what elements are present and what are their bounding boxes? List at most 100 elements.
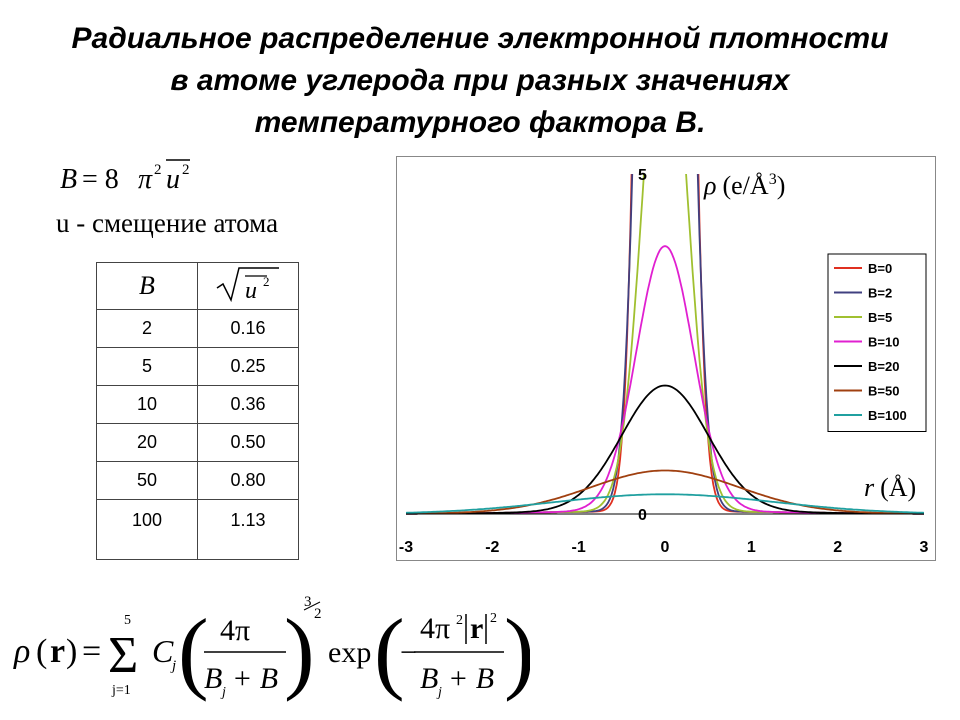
y-axis-label-close: )	[777, 171, 786, 200]
table-cell-u: 0.36	[197, 385, 299, 424]
formula-abs-sq: 2	[490, 611, 497, 626]
table-cell-b: 20	[96, 423, 198, 462]
table-row: 5 0.25	[96, 347, 299, 386]
table-cell-u: 0.50	[197, 423, 299, 462]
svg-text:u: u	[245, 278, 257, 304]
legend-entry: B=50	[868, 384, 899, 399]
legend-entry: B=10	[868, 335, 899, 350]
displacement-table: B u 2 2 0.16 5 0.25 10 0.36 20 0.50 50 0.80 1…	[96, 262, 299, 560]
table-cell-b: 100	[96, 499, 198, 560]
x-tick-label: 3	[920, 539, 929, 556]
formula-right-big-paren: )	[284, 600, 315, 702]
x-axis-label-r: r	[864, 473, 875, 502]
formula-bj-1-sub: j	[220, 685, 226, 700]
title-line-1: Радиальное распределение электронной пло…	[71, 22, 889, 55]
formula-r: r	[50, 633, 65, 670]
table-cell-b: 10	[96, 385, 198, 424]
y-tick-top: 5	[638, 167, 647, 184]
legend-entry: B=20	[868, 359, 899, 374]
density-formula: ρ ( r ) = 5 Σ j=1 C j ( 4π B j + B ) 3 2…	[13, 594, 530, 702]
b-formula: B = 8 π 2 u 2	[60, 159, 190, 195]
formula-plus-b-2: + B	[448, 662, 494, 695]
table-cell-b: 2	[96, 309, 198, 348]
formula-open-paren: (	[36, 633, 47, 670]
formula-eq: =	[82, 633, 101, 670]
formula-num2: 4π	[420, 612, 450, 645]
series-line-b50	[406, 469, 924, 515]
legend-box	[827, 253, 927, 432]
series-line-b20	[406, 384, 924, 515]
formula-minus: −	[400, 636, 417, 669]
legend-entry: B=2	[868, 286, 892, 301]
x-tick-label: -1	[572, 539, 586, 556]
table-row: 20 0.50	[96, 423, 299, 462]
x-tick-label: 1	[747, 539, 756, 556]
y-axis-label-rho: ρ	[703, 171, 716, 200]
formula-power-d: 2	[314, 606, 322, 622]
formula-right-big-paren-2: )	[504, 600, 530, 702]
b-formula-pi-exp: 2	[154, 162, 162, 178]
table-cell-b: 5	[96, 347, 198, 386]
table-cell-b: 50	[96, 461, 198, 500]
formula-plus-b-1: + B	[232, 662, 278, 695]
formula-rho: ρ	[13, 633, 30, 670]
table-row: 10 0.36	[96, 385, 299, 424]
formula-sigma: Σ	[108, 627, 138, 684]
b-formula-lhs: B	[60, 164, 77, 195]
formula-left-big-paren: (	[178, 600, 209, 702]
density-chart: -3 -2 -1 0 1 2 3 5 0 ρ (e/Å3) r (Å) B=0B=2B=5B=1…	[396, 156, 936, 561]
b-formula-u: u	[166, 164, 180, 195]
x-axis-label-units: (Å)	[880, 473, 916, 502]
y-axis-label-cube: 3	[769, 171, 777, 188]
table-row: 100 1.13	[96, 499, 299, 560]
svg-text:2: 2	[263, 274, 270, 289]
x-tick-group: -3 -2 -1 0 1 2 3	[399, 539, 929, 556]
x-axis-label: r (Å)	[864, 473, 916, 502]
page-title: Радиальное распределение электронной пло…	[0, 18, 960, 144]
formula-c: C	[152, 633, 174, 669]
b-formula-pi: π	[138, 164, 153, 195]
table-cell-u: 0.16	[197, 309, 299, 348]
sqrt-u2-symbol: u 2	[216, 266, 279, 304]
table-row: 50 0.80	[96, 461, 299, 500]
table-row: 2 0.16	[96, 309, 299, 348]
y-axis-label: ρ (e/Å3)	[703, 171, 785, 200]
legend-entry: B=5	[868, 310, 892, 325]
table-header-b: B	[96, 262, 198, 310]
formula-bj-1: B	[204, 662, 222, 695]
formula-c-sub: j	[170, 658, 176, 674]
b-formula-eq: = 8	[82, 164, 119, 195]
table-cell-u: 0.25	[197, 347, 299, 386]
y-tick-zero: 0	[638, 507, 647, 524]
table-header-b-label: B	[139, 271, 155, 300]
x-tick-label: 0	[661, 539, 670, 556]
formula-bj-2-sub: j	[436, 685, 442, 700]
x-tick-label: -2	[485, 539, 499, 556]
table-cell-u: 0.80	[197, 461, 299, 500]
formula-exp: exp	[328, 636, 371, 669]
table-cell-u: 1.13	[197, 499, 299, 560]
chart-legend: B=0 B=2 B=5 B=10 B=20 B=50 B=100	[827, 253, 927, 432]
title-line-3: температурного фактора B.	[254, 106, 706, 139]
chart-curves	[406, 174, 924, 515]
formula-abs-r: r	[470, 612, 483, 645]
formula-power-slash	[303, 601, 321, 611]
b-formula-u-exp: 2	[182, 162, 190, 178]
series-line-b100	[406, 493, 924, 514]
formula-close-paren: )	[66, 633, 77, 670]
formula-four-pi: 4π	[220, 614, 250, 647]
formula-sum-top: 5	[124, 613, 131, 628]
legend-entry: B=0	[868, 261, 892, 276]
x-tick-label: 2	[833, 539, 842, 556]
formula-num2-sq: 2	[456, 613, 463, 628]
title-line-2: в атоме углерода при разных значениях	[170, 64, 790, 97]
formula-sum-bottom: j=1	[111, 683, 131, 698]
x-tick-label: -3	[399, 539, 413, 556]
legend-entry: B=100	[868, 408, 907, 423]
y-axis-label-units: (e/Å	[722, 171, 768, 200]
u-label: u - смещение атома	[56, 208, 279, 238]
table-header-u: u 2	[197, 262, 299, 310]
formula-left-big-paren-2: (	[374, 600, 405, 702]
formula-bj-2: B	[420, 662, 438, 695]
table-header-row: B u 2	[96, 262, 299, 310]
